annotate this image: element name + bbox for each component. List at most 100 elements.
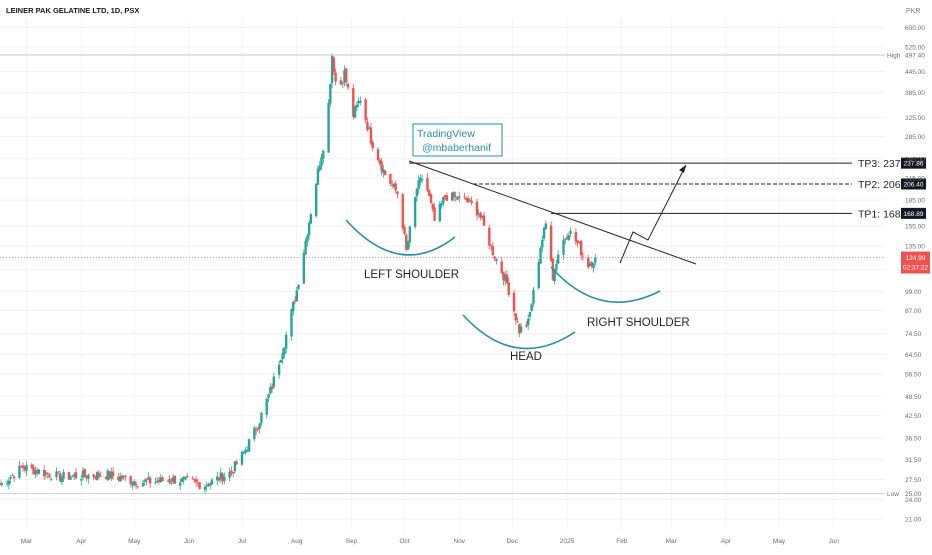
candle-body [48,474,51,478]
candle-body [383,170,387,176]
candle-body [106,470,109,481]
candle-body [12,476,16,479]
candle-body [99,476,102,477]
countdown-value: 02:37:22 [903,265,929,272]
candle-body [302,253,306,284]
candle-body [357,101,360,104]
candle-body [542,227,546,239]
candle-body [512,292,516,312]
candle-body [81,470,85,478]
candle-body [97,473,101,477]
low-marker-value: 25.00 [905,491,922,498]
projection-path[interactable] [619,164,687,264]
candle-body [161,477,164,482]
candle-body [516,321,519,323]
head-arc[interactable] [462,314,576,350]
y-tick-label: 600.00 [905,25,925,32]
candle-body [433,207,436,221]
candle-body [495,259,498,261]
candle-body [7,480,11,485]
candle-body [380,161,383,171]
time-axis[interactable]: Mar Apr May Jun Jul Aug Sep Oct Nov Dec 2025 Feb Mar… [21,538,839,545]
y-tick-label: 185.00 [905,198,925,205]
target-price-tag-text: 206.40 [904,181,924,188]
candle-body [555,263,558,270]
target-price-tag [901,178,926,190]
candle-body [228,471,231,478]
right-shoulder-arc[interactable] [550,266,661,303]
candle-body [564,238,567,241]
candle-body [284,334,288,349]
candle-body [5,483,9,485]
candle-body [505,274,509,283]
x-tick-label: Mar [666,538,678,545]
price-markers: High 497.40 Low 25.00 124.99 02:37:22 [887,52,930,498]
y-tick-label: 325.00 [905,115,925,122]
target-price-tag-text: 168.89 [904,211,924,218]
candle-body [223,476,226,482]
left-shoulder-arc[interactable] [345,219,456,256]
candle-body [528,311,532,317]
candle-body [489,244,493,246]
currency-label: PKR [906,8,920,15]
candle-body [403,227,406,234]
candle-body [219,472,223,479]
candle-body [265,398,268,415]
candle-body [246,449,249,452]
candle-body [405,234,408,251]
right-shoulder-label: RIGHT SHOULDER [587,317,690,329]
neckline-trendline[interactable] [408,160,697,265]
candle-body [168,478,171,483]
y-tick-label: 285.00 [905,134,925,141]
target-lines: TP3: 237 237.86 TP2: 206 206.40 TP1: 168 168.… [409,157,926,220]
x-tick-label: Mar [21,538,33,545]
candle-body [339,80,343,85]
x-tick-label: Aug [291,538,303,545]
candle-body [143,480,147,482]
candle-body [445,195,449,201]
candle-body [341,83,344,85]
candles [0,53,597,494]
candle-body [525,324,528,327]
candle-body [186,476,189,478]
candle-body [504,274,507,281]
candle-body [565,236,569,239]
candle-body [456,196,459,200]
candle-body [283,347,286,355]
candle-body [9,477,12,479]
candle-body [233,461,237,472]
candle-body [253,427,256,439]
candle-body [122,475,125,478]
projection-arrowhead [679,165,686,173]
candle-body [23,466,26,470]
symbol-title[interactable]: LEINER PAK GELATINE LTD, 1D, PSX [6,6,139,15]
target-price-tag [901,207,926,219]
y-tick-label: 74.50 [905,331,922,338]
candle-body [297,285,300,290]
candle-body [394,183,397,191]
candle-body [34,470,37,475]
candle-body [141,483,145,487]
candle-body [481,215,484,218]
candle-body [574,232,578,242]
candle-body [306,235,309,242]
candle-body [304,241,307,255]
candle-body [94,475,97,479]
candle-body [87,474,90,479]
candle-body [118,476,122,481]
y-tick-label: 36.50 [905,436,922,443]
candle-body [270,386,274,389]
candle-body [154,481,157,483]
candle-body [500,261,503,274]
candle-body [178,482,182,486]
candle-body [470,200,473,204]
candle-body [345,68,348,82]
candle-body [415,189,419,197]
candle-body [526,318,530,326]
head-label: HEAD [510,351,542,363]
price-axis[interactable]: 600.00 525.00 445.00 385.00 325.00 285.00 245.… [905,25,925,524]
candle-body [588,263,592,266]
y-tick-label: 385.00 [905,90,925,97]
candle-body [131,483,134,486]
